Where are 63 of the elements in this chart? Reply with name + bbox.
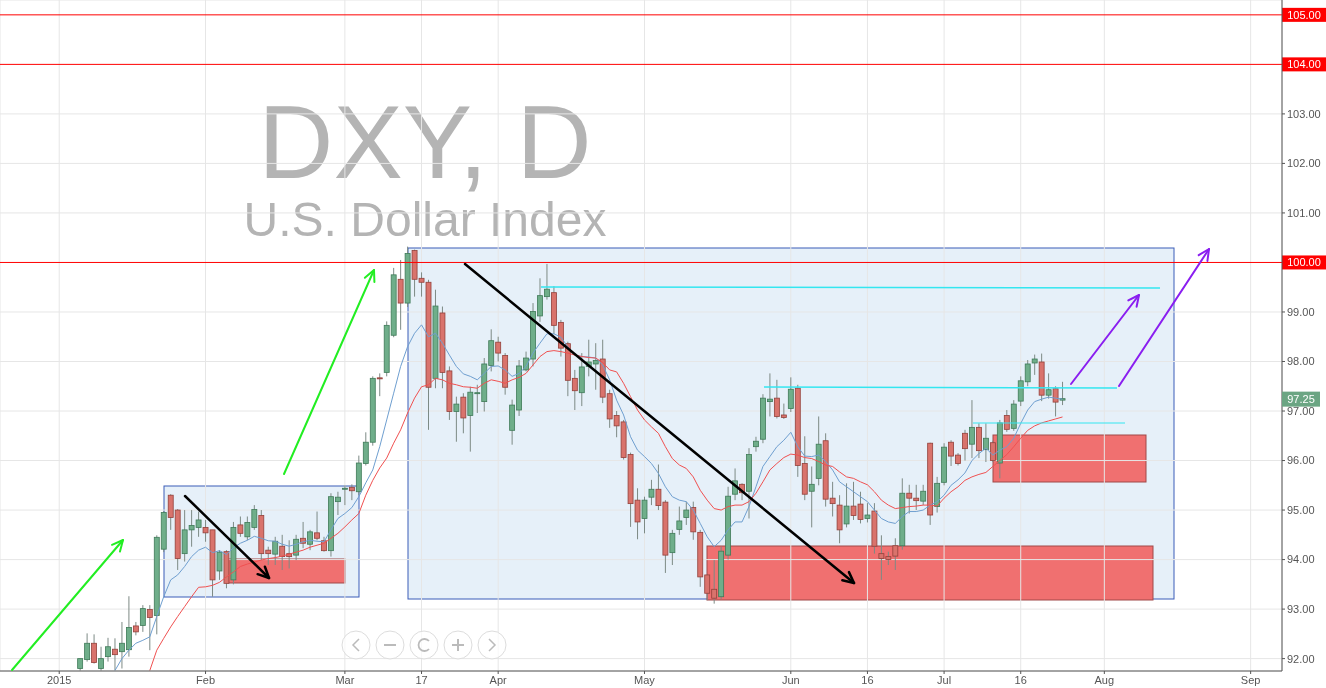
x-tick-label: 16 <box>1014 673 1027 686</box>
candlestick <box>864 502 871 523</box>
candlestick <box>139 604 146 633</box>
x-tick-label: Sep <box>1240 673 1261 686</box>
candlestick <box>91 633 97 665</box>
candlestick <box>648 479 655 506</box>
candlestick <box>969 399 975 459</box>
candlestick <box>920 484 927 506</box>
y-tick-label: 102.00 <box>1287 157 1321 170</box>
x-tick-label: May <box>634 673 656 686</box>
candlestick <box>495 336 502 362</box>
y-tick-label: 96.00 <box>1287 454 1315 467</box>
x-tick-label: 17 <box>415 673 428 686</box>
candlestick <box>983 422 989 463</box>
candlestick <box>272 536 279 566</box>
candlestick <box>307 529 313 551</box>
candlestick <box>1052 385 1059 417</box>
x-tick-label: Apr <box>489 673 508 686</box>
y-tick-label: 94.00 <box>1287 553 1315 566</box>
x-tick-label: Feb <box>196 673 216 686</box>
candlestick <box>808 465 815 528</box>
x-tick-label: 16 <box>861 673 874 686</box>
y-tick-label: 93.00 <box>1287 603 1315 615</box>
x-tick-label: Mar <box>335 673 355 686</box>
x-tick-label: Jul <box>937 673 952 686</box>
y-tick-label: 97.00 <box>1287 404 1315 417</box>
y-tick-label: 98.00 <box>1287 355 1315 368</box>
annotation: 97.25 <box>1287 392 1315 405</box>
ref-line-label: 105.00 <box>1287 8 1321 21</box>
y-tick-label: 99.00 <box>1287 305 1315 318</box>
candlestick <box>98 646 104 671</box>
candlestick <box>348 483 355 501</box>
ref-line-label: 104.00 <box>1287 58 1321 71</box>
ref-line-label: 100.00 <box>1287 256 1321 269</box>
candlestick <box>976 422 982 459</box>
candlestick <box>669 529 676 566</box>
candlestick <box>787 376 794 413</box>
candlestick <box>676 506 683 536</box>
candlestick <box>453 396 460 443</box>
candlestick <box>314 511 320 541</box>
x-tick-label: Jun <box>781 673 800 686</box>
candlestick <box>397 259 404 331</box>
candlestick <box>342 484 348 506</box>
y-tick-label: 92.00 <box>1287 652 1315 665</box>
candlestick <box>753 436 759 453</box>
candlestick <box>112 637 118 671</box>
candlestick <box>105 637 111 663</box>
x-tick-label: 2015 <box>46 673 72 686</box>
x-tick-label: Aug <box>1094 673 1115 686</box>
candlestick <box>843 482 850 528</box>
y-tick-label: 103.00 <box>1287 107 1321 120</box>
candlestick <box>146 604 153 651</box>
y-tick-label: 95.00 <box>1287 503 1315 516</box>
candlestick <box>237 516 244 538</box>
candlestick <box>376 372 383 397</box>
y-tick-label: 101.00 <box>1287 206 1321 219</box>
candlestick <box>1045 372 1052 400</box>
candlestick <box>1059 381 1066 406</box>
candlestick <box>641 496 648 534</box>
candlestick <box>683 501 690 526</box>
candlestick <box>460 392 467 434</box>
candlestick <box>216 549 223 581</box>
candlestick <box>962 429 968 462</box>
